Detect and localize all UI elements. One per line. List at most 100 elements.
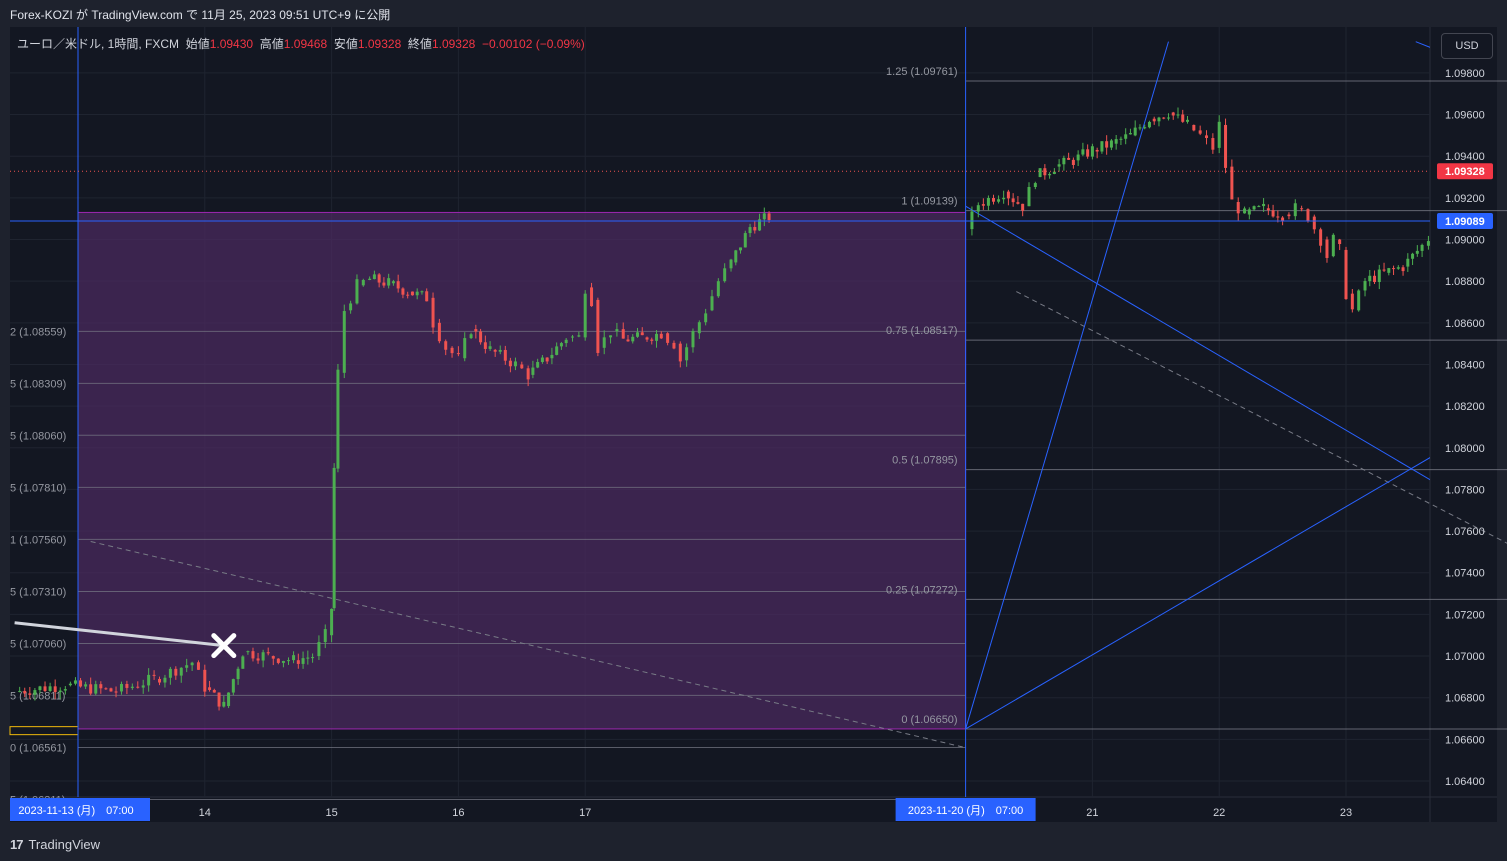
candle-body — [666, 333, 670, 343]
candle-body — [493, 349, 497, 352]
candle-body — [1105, 141, 1109, 148]
candle-body — [1109, 140, 1113, 148]
candle-body — [1217, 121, 1221, 148]
candle-body — [1224, 124, 1228, 168]
candle-body — [222, 701, 226, 707]
candle-body — [1052, 171, 1056, 174]
candle-body — [555, 346, 559, 355]
candle-body — [564, 339, 568, 344]
price-tick-label: 1.06400 — [1445, 776, 1485, 788]
candle-body — [256, 658, 260, 661]
candle-body — [1344, 249, 1348, 300]
currency-button[interactable]: USD — [1441, 33, 1493, 59]
candle-body — [1205, 135, 1209, 139]
candle-body — [185, 665, 189, 668]
candle-body — [659, 333, 663, 339]
candle-body — [1090, 146, 1094, 157]
time-tick-label: 15 — [325, 807, 337, 819]
price-tick-label: 1.09000 — [1445, 235, 1485, 247]
candle-body — [1071, 159, 1075, 165]
candle-body — [1067, 157, 1071, 160]
candle-body — [406, 294, 410, 296]
candle-body — [109, 688, 113, 692]
candle-body — [1152, 118, 1156, 122]
candle-body — [1100, 141, 1104, 152]
candle-body — [1128, 133, 1132, 135]
price-tick-label: 1.08000 — [1445, 443, 1485, 455]
candle-body — [767, 213, 771, 220]
candle-body — [1357, 290, 1361, 311]
candle-body — [463, 338, 467, 359]
candle-body — [1497, 234, 1500, 236]
candle-body — [437, 322, 441, 342]
candle-body — [748, 227, 752, 234]
candle-body — [292, 655, 296, 661]
candle-body — [332, 467, 336, 609]
price-tick-label: 1.07000 — [1445, 651, 1485, 663]
candle-body — [1300, 208, 1304, 210]
candle-body — [1192, 124, 1196, 131]
candle-body — [271, 656, 275, 659]
candle-body — [513, 361, 517, 367]
legend-high: 1.09468 — [283, 37, 328, 51]
price-badge[interactable] — [1437, 212, 1493, 229]
candle-body — [1331, 234, 1335, 257]
candle-body — [1006, 191, 1010, 199]
candle-body — [1016, 202, 1020, 204]
fib-left-level-label: 5 (1.06811) — [10, 690, 65, 702]
candle-body — [1350, 293, 1354, 310]
candle-body — [691, 331, 695, 348]
candle-body — [1287, 214, 1291, 217]
candle-body — [251, 651, 255, 659]
candle-body — [311, 657, 315, 659]
candle-body — [1166, 117, 1170, 119]
candle-body — [636, 332, 640, 337]
candle-body — [281, 660, 285, 663]
candle-body — [697, 322, 701, 334]
candle-body — [1157, 117, 1161, 122]
tradingview-mark-icon: 17 — [10, 836, 24, 852]
candle-body — [28, 693, 32, 695]
candle-body — [23, 690, 27, 694]
candle-body — [1319, 229, 1323, 246]
candle-body — [483, 342, 487, 349]
price-tick-label: 1.07200 — [1445, 609, 1485, 621]
candle-body — [1306, 209, 1310, 222]
gann-line — [965, 457, 1430, 730]
x-marker-icon — [211, 633, 237, 659]
candle-body — [152, 674, 156, 676]
candle-body — [119, 683, 123, 692]
candle-body — [1503, 233, 1506, 240]
candle-body — [217, 692, 221, 707]
candle-body — [38, 686, 42, 691]
candle-body — [474, 329, 478, 332]
time-badge[interactable] — [895, 798, 1036, 821]
candle-body — [450, 347, 454, 354]
price-tick-label: 1.08600 — [1445, 318, 1485, 330]
candle-body — [508, 360, 512, 367]
price-badge[interactable] — [1437, 163, 1493, 180]
price-badge-label: 1.09089 — [1445, 216, 1485, 228]
candle-body — [236, 668, 240, 680]
candle-body — [762, 213, 766, 220]
candle-body — [1377, 269, 1381, 283]
legend-open: 1.09430 — [209, 37, 254, 51]
legend-open-label: 始値 — [185, 37, 210, 51]
header-bar: Forex-KOZI が TradingView.com で 11月 25, 2… — [0, 0, 1507, 27]
candle-body — [1373, 275, 1377, 283]
time-badge[interactable] — [10, 798, 150, 821]
price-tick-label: 1.06800 — [1445, 693, 1485, 705]
legend-low-label: 安値 — [333, 37, 358, 51]
candle-body — [387, 278, 391, 286]
candle-body — [1086, 149, 1090, 157]
candle-body — [1027, 187, 1031, 207]
candle-body — [163, 677, 167, 683]
tradingview-logo[interactable]: 17 TradingView — [10, 835, 100, 853]
price-tick-label: 1.08200 — [1445, 401, 1485, 413]
candle-body — [743, 233, 747, 248]
candle-body — [1143, 127, 1147, 129]
candle-body — [1368, 275, 1372, 282]
fib-left-level-label: 5 (1.08060) — [10, 430, 66, 442]
candle-body — [196, 662, 200, 670]
